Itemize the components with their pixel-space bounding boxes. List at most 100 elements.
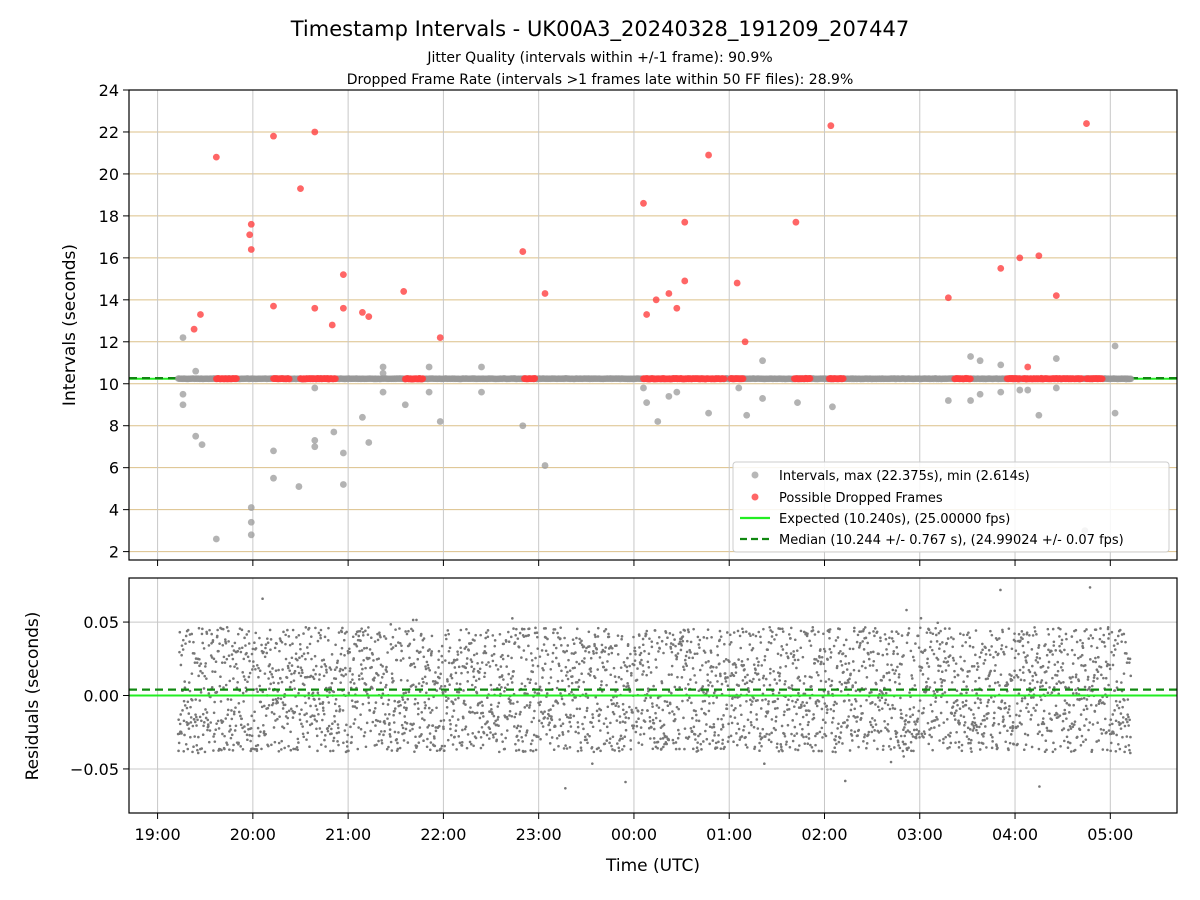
dropped-frame-point	[681, 277, 689, 285]
residual-point	[791, 662, 795, 665]
residual-point	[803, 742, 807, 745]
residual-point	[622, 744, 626, 748]
residual-point	[905, 641, 909, 645]
residual-point	[947, 664, 950, 667]
residual-point	[596, 635, 600, 638]
residual-point	[299, 666, 303, 669]
residual-point	[414, 735, 417, 739]
residual-point	[514, 749, 518, 752]
residual-point	[189, 716, 193, 719]
residual-point	[186, 628, 190, 632]
residual-point	[385, 665, 388, 669]
residual-point	[484, 636, 487, 640]
residual-point	[536, 664, 540, 668]
residual-point	[314, 626, 317, 630]
residual-point	[434, 729, 438, 733]
residual-point	[895, 731, 899, 734]
residual-point	[568, 669, 572, 672]
residual-point	[716, 717, 720, 721]
residual-point	[338, 708, 342, 711]
residual-point	[640, 658, 643, 662]
residual-point	[917, 646, 921, 649]
residual-point	[809, 743, 812, 747]
interval-point	[640, 384, 647, 392]
residual-point	[450, 676, 454, 680]
residual-point	[862, 660, 866, 663]
residual-point	[567, 684, 571, 688]
residual-point	[242, 675, 246, 678]
residual-point	[964, 699, 968, 703]
residual-point	[755, 718, 759, 721]
residual-point	[351, 678, 354, 681]
residual-point	[592, 750, 596, 754]
residual-point	[373, 707, 377, 710]
residual-point	[667, 738, 671, 742]
residual-point	[606, 731, 610, 735]
residual-point	[393, 730, 397, 734]
residual-point	[404, 727, 408, 731]
residual-point	[296, 665, 300, 669]
residual-point	[298, 712, 302, 716]
residual-point	[417, 682, 421, 685]
residual-point	[971, 729, 975, 732]
residual-point	[634, 730, 638, 734]
residual-point	[997, 637, 1001, 640]
residual-point	[240, 717, 243, 721]
residual-point	[479, 633, 482, 637]
residual-point	[182, 699, 186, 703]
residual-point	[239, 745, 242, 748]
residual-point	[857, 745, 860, 749]
residual-point	[833, 738, 837, 742]
residual-point	[941, 641, 944, 644]
residual-point	[651, 702, 654, 705]
residual-point	[197, 735, 200, 739]
residual-point	[522, 649, 526, 652]
residual-point	[845, 668, 849, 671]
residual-point	[713, 731, 717, 734]
residual-point	[1037, 723, 1040, 727]
residual-point	[348, 650, 352, 654]
residual-point	[790, 684, 794, 687]
residual-point	[241, 671, 245, 674]
residual-point	[292, 679, 296, 682]
interval-point	[705, 409, 712, 417]
residual-point	[454, 724, 458, 727]
residual-point	[288, 661, 291, 665]
intervals-y-tick-label: 12	[99, 333, 119, 352]
chart-title: Timestamp Intervals - UK00A3_20240328_19…	[290, 17, 910, 42]
residual-point	[378, 720, 382, 723]
residual-point	[819, 648, 822, 651]
interval-point	[643, 399, 651, 407]
residual-point	[775, 742, 779, 746]
interval-point	[339, 481, 347, 488]
residual-point	[454, 671, 458, 675]
residual-point	[923, 648, 927, 652]
residual-point	[246, 723, 250, 726]
residual-point	[771, 630, 774, 634]
residual-point	[210, 656, 214, 659]
residual-point	[577, 731, 580, 735]
residual-point	[537, 735, 540, 739]
residual-point	[674, 644, 677, 648]
residual-point	[1065, 717, 1068, 720]
residual-point	[430, 650, 434, 653]
residual-point	[644, 696, 648, 700]
residual-point	[1008, 704, 1011, 708]
residual-point	[723, 642, 726, 646]
residual-point	[431, 680, 435, 683]
residual-point	[899, 734, 903, 738]
residual-point	[329, 668, 333, 671]
residual-point	[705, 723, 708, 726]
residual-point	[723, 672, 727, 675]
residual-point	[1053, 713, 1057, 717]
residual-point	[654, 658, 658, 661]
residual-point	[569, 716, 572, 719]
legend-box	[732, 461, 1170, 553]
residual-point	[1043, 750, 1047, 754]
residual-point	[294, 747, 297, 751]
residual-point	[377, 657, 381, 660]
residual-point	[727, 735, 731, 739]
residual-point	[529, 701, 532, 704]
residual-point	[447, 661, 451, 665]
residual-point	[341, 626, 344, 630]
